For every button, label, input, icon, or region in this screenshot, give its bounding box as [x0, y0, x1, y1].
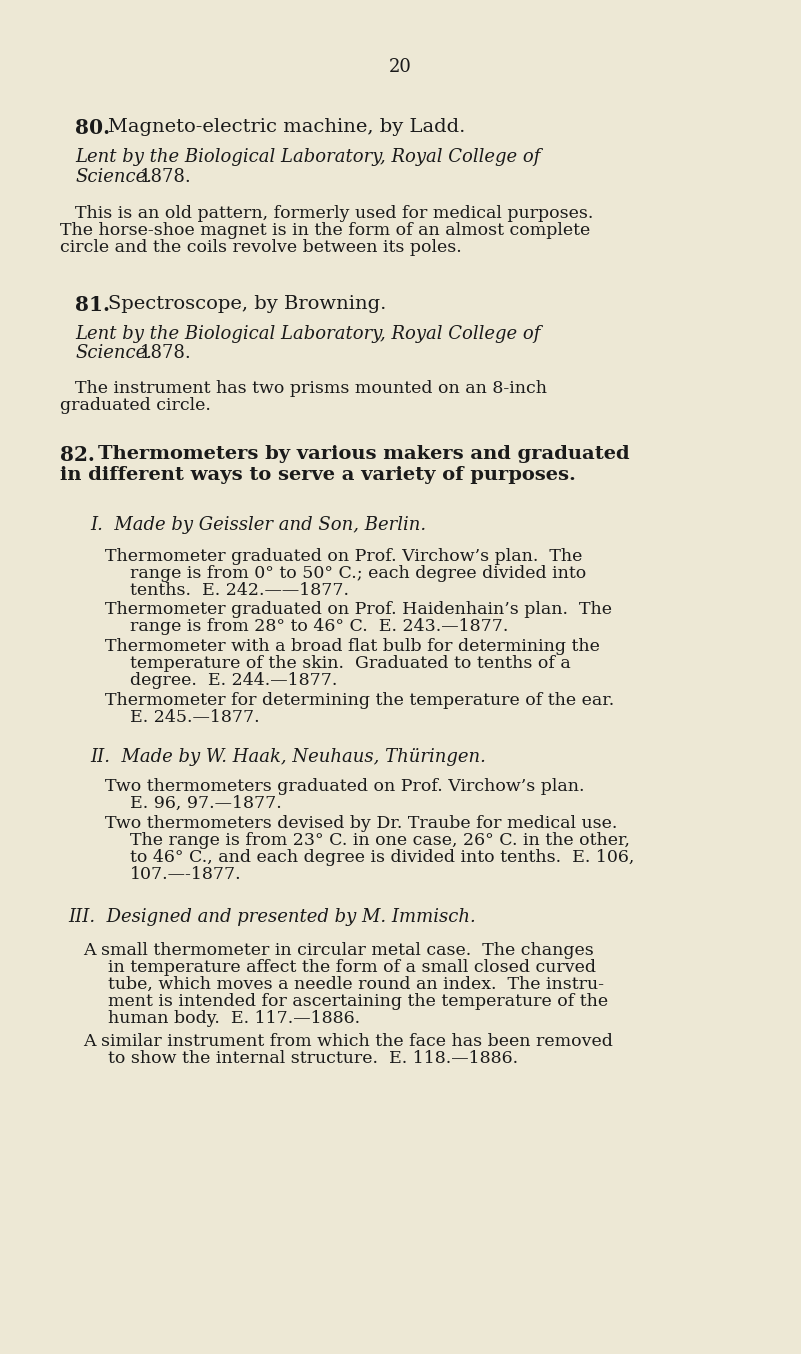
Text: range is from 0° to 50° C.; each degree divided into: range is from 0° to 50° C.; each degree …: [130, 565, 586, 582]
Text: degree.  E. 244.—1877.: degree. E. 244.—1877.: [130, 672, 337, 689]
Text: Lent by the Biological Laboratory, Royal College of: Lent by the Biological Laboratory, Royal…: [75, 325, 541, 343]
Text: Spectroscope, by Browning.: Spectroscope, by Browning.: [108, 295, 386, 313]
Text: graduated circle.: graduated circle.: [60, 397, 211, 414]
Text: in different ways to serve a variety of purposes.: in different ways to serve a variety of …: [60, 466, 576, 483]
Text: A small thermometer in circular metal case.  The changes: A small thermometer in circular metal ca…: [83, 942, 594, 959]
Text: human body.  E. 117.—1886.: human body. E. 117.—1886.: [108, 1010, 360, 1026]
Text: in temperature affect the form of a small closed curved: in temperature affect the form of a smal…: [108, 959, 596, 976]
Text: A similar instrument from which the face has been removed: A similar instrument from which the face…: [83, 1033, 613, 1049]
Text: ment is intended for ascertaining the temperature of the: ment is intended for ascertaining the te…: [108, 992, 608, 1010]
Text: Magneto-electric machine, by Ladd.: Magneto-electric machine, by Ladd.: [108, 118, 465, 135]
Text: 107.—-1877.: 107.—-1877.: [130, 867, 242, 883]
Text: The instrument has two prisms mounted on an 8-inch: The instrument has two prisms mounted on…: [75, 380, 547, 397]
Text: tenths.  E. 242.——1877.: tenths. E. 242.——1877.: [130, 582, 349, 598]
Text: This is an old pattern, formerly used for medical purposes.: This is an old pattern, formerly used fo…: [75, 204, 594, 222]
Text: 81.: 81.: [75, 295, 110, 315]
Text: Thermometers by various makers and graduated: Thermometers by various makers and gradu…: [98, 445, 630, 463]
Text: Lent by the Biological Laboratory, Royal College of: Lent by the Biological Laboratory, Royal…: [75, 148, 541, 167]
Text: E. 96, 97.—1877.: E. 96, 97.—1877.: [130, 795, 282, 812]
Text: Thermometer for determining the temperature of the ear.: Thermometer for determining the temperat…: [105, 692, 614, 709]
Text: Thermometer graduated on Prof. Haidenhain’s plan.  The: Thermometer graduated on Prof. Haidenhai…: [105, 601, 612, 617]
Text: I.  Made by Geissler and Son, Berlin.: I. Made by Geissler and Son, Berlin.: [90, 516, 426, 533]
Text: The range is from 23° C. in one case, 26° C. in the other,: The range is from 23° C. in one case, 26…: [130, 831, 630, 849]
Text: The horse-shoe magnet is in the form of an almost complete: The horse-shoe magnet is in the form of …: [60, 222, 590, 240]
Text: 1878.: 1878.: [140, 168, 191, 185]
Text: Two thermometers graduated on Prof. Virchow’s plan.: Two thermometers graduated on Prof. Virc…: [105, 779, 585, 795]
Text: II.  Made by W. Haak, Neuhaus, Thüringen.: II. Made by W. Haak, Neuhaus, Thüringen.: [90, 747, 486, 766]
Text: 1878.: 1878.: [140, 344, 191, 362]
Text: temperature of the skin.  Graduated to tenths of a: temperature of the skin. Graduated to te…: [130, 655, 571, 672]
Text: III.  Designed and presented by M. Immisch.: III. Designed and presented by M. Immisc…: [68, 909, 476, 926]
Text: circle and the coils revolve between its poles.: circle and the coils revolve between its…: [60, 240, 461, 256]
Text: tube, which moves a needle round an index.  The instru-: tube, which moves a needle round an inde…: [108, 976, 604, 992]
Text: 80.: 80.: [75, 118, 110, 138]
Text: Two thermometers devised by Dr. Traube for medical use.: Two thermometers devised by Dr. Traube f…: [105, 815, 618, 831]
Text: E. 245.—1877.: E. 245.—1877.: [130, 709, 260, 726]
Text: range is from 28° to 46° C.  E. 243.—1877.: range is from 28° to 46° C. E. 243.—1877…: [130, 617, 509, 635]
Text: to 46° C., and each degree is divided into tenths.  E. 106,: to 46° C., and each degree is divided in…: [130, 849, 634, 867]
Text: to show the internal structure.  E. 118.—1886.: to show the internal structure. E. 118.—…: [108, 1049, 518, 1067]
Text: 20: 20: [388, 58, 412, 76]
Text: Science.: Science.: [75, 168, 152, 185]
Text: Thermometer graduated on Prof. Virchow’s plan.  The: Thermometer graduated on Prof. Virchow’s…: [105, 548, 582, 565]
Text: 82.: 82.: [60, 445, 95, 464]
Text: Thermometer with a broad flat bulb for determining the: Thermometer with a broad flat bulb for d…: [105, 638, 600, 655]
Text: Science.: Science.: [75, 344, 152, 362]
